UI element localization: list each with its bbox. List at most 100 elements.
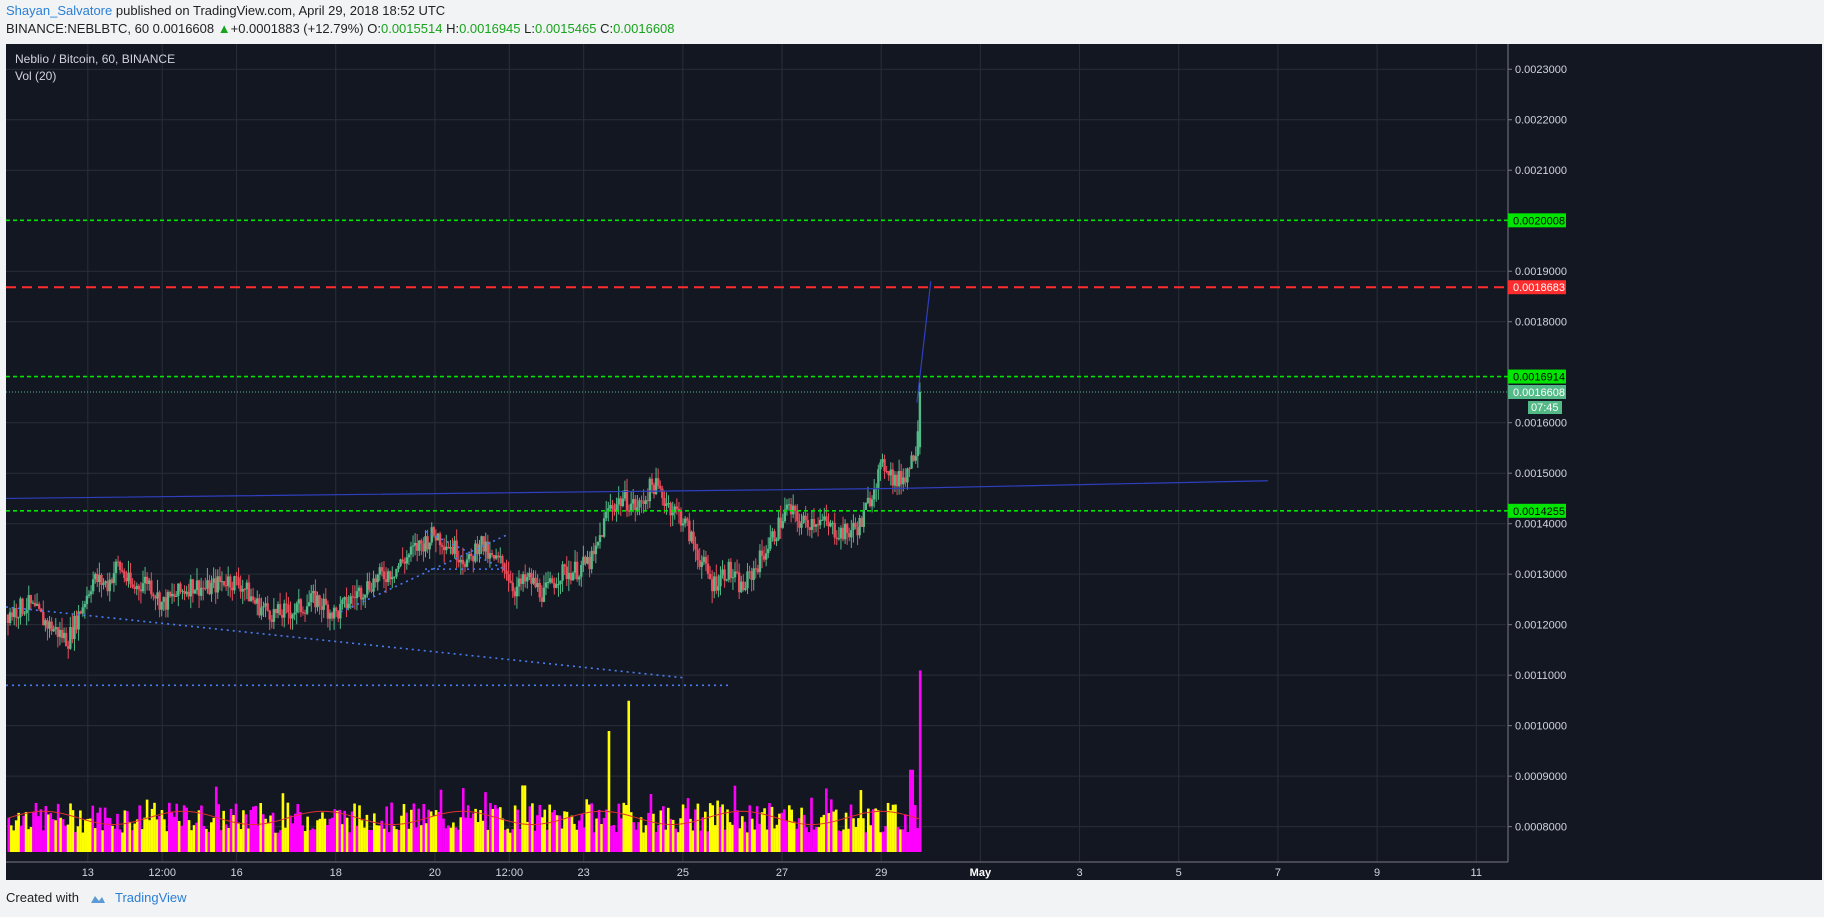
author-link[interactable]: Shayan_Salvatore — [6, 3, 113, 18]
close-label: C: — [600, 21, 614, 36]
volume-bar — [239, 829, 243, 852]
candle-body — [501, 556, 504, 564]
candle-body — [474, 543, 477, 562]
volume-bar — [538, 804, 542, 852]
candle-body — [177, 583, 180, 596]
volume-bar — [432, 815, 435, 852]
volume-bar — [217, 804, 221, 852]
volume-bar — [718, 807, 722, 852]
candle-body — [634, 499, 637, 511]
candle-body — [447, 546, 450, 549]
volume-bar — [805, 827, 808, 852]
volume-bar — [548, 804, 551, 852]
volume-bar — [578, 820, 581, 852]
candle-body — [602, 518, 606, 537]
volume-bar — [343, 810, 346, 852]
volume-bar — [296, 804, 300, 852]
volume-bar — [427, 809, 430, 852]
volume-bar — [592, 832, 596, 852]
candle-body — [374, 578, 377, 583]
volume-bar — [419, 825, 423, 852]
candle-body — [297, 599, 300, 604]
volume-bar — [363, 827, 366, 852]
candle-body — [465, 559, 469, 567]
candle-body — [794, 505, 797, 511]
candle-body — [100, 575, 103, 585]
candle-body — [856, 527, 859, 536]
volume-bar — [407, 828, 411, 852]
volume-bar — [153, 802, 156, 852]
high-label: H: — [446, 21, 460, 36]
candle-body — [708, 573, 712, 580]
candle-body — [162, 597, 165, 602]
volume-bar — [252, 806, 255, 852]
low-label: L: — [524, 21, 535, 36]
countdown-label: 07:45 — [1531, 402, 1559, 414]
candle-body — [484, 541, 487, 552]
candle-body — [752, 568, 755, 580]
volume-bar — [205, 828, 208, 852]
candle-body — [295, 603, 298, 613]
volume-bar — [143, 817, 146, 852]
volume-bar — [79, 810, 82, 852]
volume-bar — [689, 818, 692, 852]
candle-body — [112, 573, 116, 584]
volume-bar — [148, 820, 151, 852]
volume-bar — [876, 810, 880, 852]
time-tick-label: 29 — [875, 867, 887, 879]
candle-body — [561, 564, 564, 581]
symbol-label: BINANCE:NEBLBTC, 60 — [6, 21, 150, 36]
candle-body — [638, 500, 641, 508]
candle-body — [617, 498, 620, 505]
candle-body — [860, 518, 863, 527]
chart-panel[interactable]: 0.0020008 0.0018683 0.0016914 0.0014255 0.00… — [6, 44, 1822, 880]
volume-bar — [49, 813, 53, 852]
volume-bar — [313, 829, 317, 852]
volume-bar — [862, 818, 865, 852]
candle-body — [827, 521, 830, 527]
volume-bar — [736, 810, 739, 852]
candle-body — [364, 594, 367, 598]
volume-bar — [242, 810, 245, 852]
candle-body — [347, 603, 350, 608]
price-tick-label: 0.0014000 — [1515, 519, 1567, 531]
candle-body — [229, 576, 232, 588]
candle-body — [436, 533, 440, 541]
volume-bar — [716, 800, 719, 852]
candle-body — [725, 579, 728, 581]
tradingview-link[interactable]: TradingView — [114, 890, 187, 905]
volume-bar — [889, 810, 892, 852]
candle-body — [46, 620, 49, 629]
volume-bar — [64, 825, 67, 852]
candle-body — [538, 582, 541, 598]
candle-body — [723, 569, 726, 581]
candle-body — [644, 500, 647, 504]
volume-bar — [825, 788, 828, 852]
candle-body — [382, 571, 386, 580]
time-tick-label: 3 — [1076, 867, 1082, 879]
volume-bar — [424, 823, 428, 852]
candle-body — [904, 477, 907, 483]
volume-bar — [138, 805, 141, 852]
candle-body — [193, 590, 197, 594]
candle-body — [748, 571, 751, 573]
volume-bar — [829, 799, 833, 852]
candle-body — [503, 563, 506, 571]
tradingview-cloud-icon — [90, 895, 105, 903]
candle-body — [787, 504, 791, 506]
volume-bar — [568, 817, 571, 852]
volume-bar — [93, 828, 97, 852]
price-level-tag — [1508, 213, 1566, 228]
price-chart[interactable]: 0.00200080.00186830.00169140.00142550.00… — [6, 44, 1822, 880]
candle-body — [6, 614, 10, 624]
candle-body — [835, 537, 838, 539]
candle-body — [81, 607, 84, 614]
candle-body — [245, 582, 249, 590]
volume-bar — [42, 830, 45, 852]
volume-bar — [410, 809, 413, 852]
candle-body — [744, 588, 747, 590]
price-tick-label: 0.0010000 — [1515, 721, 1567, 733]
candle-body — [598, 535, 602, 543]
volume-bar — [318, 818, 322, 852]
volume-bar — [560, 828, 564, 852]
